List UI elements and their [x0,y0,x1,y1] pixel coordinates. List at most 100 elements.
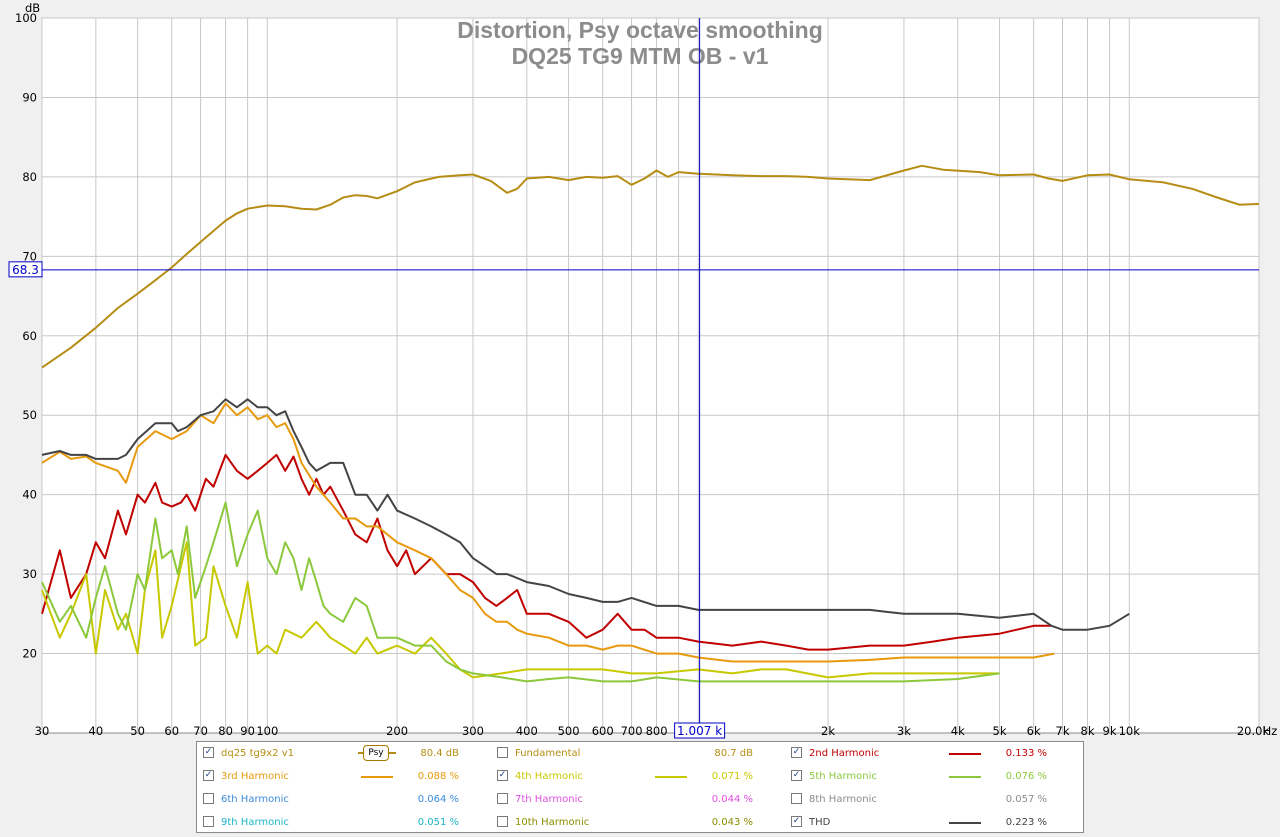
y-axis-unit: dB [25,1,40,15]
y-tick-label: 30 [22,567,37,581]
checkbox-2nd-harmonic[interactable]: ✓ [791,747,802,758]
x-tick-label: 400 [516,724,538,738]
x-tick-label: 5k [993,724,1007,738]
legend-value: 0.071 % [711,771,753,782]
legend-line-swatch [949,753,981,755]
x-tick-label: 2k [821,724,835,738]
x-tick-label: 800 [646,724,668,738]
series-line-thd [41,398,1130,631]
x-tick-label: 4k [951,724,965,738]
legend-line-swatch [361,776,393,778]
x-tick-label: 500 [558,724,580,738]
cursor-x-readout-box [674,722,726,739]
legend-value: 0.043 % [711,817,753,828]
checkbox-6th-harmonic[interactable] [203,793,214,804]
legend-name-dq25-tg9x2-v1[interactable]: dq25 tg9x2 v1 [221,748,294,759]
legend-name-10th-harmonic[interactable]: 10th Harmonic [515,817,590,828]
x-tick-label: 700 [621,724,643,738]
legend-value: 0.088 % [417,771,459,782]
chart-title: Distortion, Psy octave smoothing [457,17,823,43]
series-lines [41,164,1260,683]
x-tick-label: 60 [164,724,179,738]
legend-name-9th-harmonic[interactable]: 9th Harmonic [221,817,289,828]
smoothing-badge[interactable]: Psy [363,745,389,761]
legend-name-8th-harmonic[interactable]: 8th Harmonic [809,794,877,805]
legend-value: 0.051 % [417,817,459,828]
y-tick-label: 60 [22,329,37,343]
legend-line-swatch [655,776,687,778]
legend-row: 6th Harmonic 0.064 % 7th Harmonic 0.044 % 8t… [197,788,1083,810]
series-line-3rd-harmonic [41,402,1055,663]
legend-name-7th-harmonic[interactable]: 7th Harmonic [515,794,583,805]
series-line-dq25-tg9x2-v1 [41,164,1260,369]
legend-panel: ✓ dq25 tg9x2 v1 Psy 80.4 dB Fundamental 80.7 … [196,741,1084,833]
legend-line-swatch [949,776,981,778]
plot-area[interactable] [41,17,1260,734]
y-tick-label: 50 [22,408,37,422]
checkbox-4th-harmonic[interactable]: ✓ [497,770,508,781]
cursor-y-readout: 68.3 [12,263,39,277]
x-axis-ticks: 30 40 50 60 70 80 90 100 200 300 400 500 600 700 800 2k… [35,724,1278,738]
x-tick-label: 50 [130,724,145,738]
y-tick-label: 70 [22,249,37,263]
crosshair-cursor[interactable]: 68.3 1.007 k [8,18,1259,739]
legend-name-3rd-harmonic[interactable]: 3rd Harmonic [221,771,289,782]
x-tick-label: 200 [386,724,408,738]
y-tick-label: 20 [22,647,37,661]
x-tick-label: 90 [240,724,255,738]
y-tick-label: 90 [22,90,37,104]
x-tick-label: 600 [592,724,614,738]
x-tick-label: 10k [1119,724,1141,738]
checkbox-10th-harmonic[interactable] [497,816,508,827]
legend-row: ✓ 3rd Harmonic 0.088 % ✓ 4th Harmonic 0.071 %… [197,765,1083,787]
x-tick-label: 70 [193,724,208,738]
y-axis-ticks: 20 30 40 50 60 70 80 90 100 [15,11,37,661]
legend-value: 0.057 % [1005,794,1047,805]
x-tick-label: 7k [1056,724,1070,738]
x-tick-label: 40 [89,724,104,738]
series-line-2nd-harmonic [41,453,1052,651]
legend-value: 0.133 % [1005,748,1047,759]
legend-value: 0.064 % [417,794,459,805]
series-line-4th-harmonic [41,541,1000,679]
chart-subtitle: DQ25 TG9 MTM OB - v1 [512,43,769,69]
legend-name-5th-harmonic[interactable]: 5th Harmonic [809,771,877,782]
cursor-y-readout-box [8,261,43,278]
legend-row: 9th Harmonic 0.051 % 10th Harmonic 0.043 % ✓… [197,811,1083,833]
cursor-x-readout: 1.007 k [677,724,722,738]
legend-name-thd[interactable]: THD [809,817,831,828]
checkbox-5th-harmonic[interactable]: ✓ [791,770,802,781]
legend-value: 80.7 dB [714,748,753,759]
x-tick-label: 300 [462,724,484,738]
checkbox-8th-harmonic[interactable] [791,793,802,804]
y-tick-label: 80 [22,170,37,184]
legend-name-2nd-harmonic[interactable]: 2nd Harmonic [809,748,880,759]
checkbox-9th-harmonic[interactable] [203,816,214,827]
series-line-5th-harmonic [41,501,1000,683]
checkbox-dq25-tg9x2-v1[interactable]: ✓ [203,747,214,758]
x-tick-label: 20.0k [1237,724,1270,738]
x-tick-label: 9k [1103,724,1117,738]
legend-value: 0.223 % [1005,817,1047,828]
y-tick-label: 40 [22,488,37,502]
legend-value: 0.076 % [1005,771,1047,782]
x-tick-label: 30 [35,724,50,738]
checkbox-thd[interactable]: ✓ [791,816,802,827]
checkbox-3rd-harmonic[interactable]: ✓ [203,770,214,781]
x-tick-label: Hz [1263,724,1278,738]
legend-name-fundamental[interactable]: Fundamental [515,748,581,759]
legend-value: 80.4 dB [420,748,459,759]
legend-line-swatch [949,822,981,824]
x-tick-label: 80 [218,724,233,738]
legend-value: 0.044 % [711,794,753,805]
y-tick-label: 100 [15,11,37,25]
x-tick-label: 100 [256,724,278,738]
x-tick-label: 6k [1027,724,1041,738]
checkbox-7th-harmonic[interactable] [497,793,508,804]
legend-name-4th-harmonic[interactable]: 4th Harmonic [515,771,583,782]
legend-row: ✓ dq25 tg9x2 v1 Psy 80.4 dB Fundamental 80.7 … [197,742,1083,764]
legend-name-6th-harmonic[interactable]: 6th Harmonic [221,794,289,805]
x-tick-label: 8k [1081,724,1095,738]
checkbox-fundamental[interactable] [497,747,508,758]
